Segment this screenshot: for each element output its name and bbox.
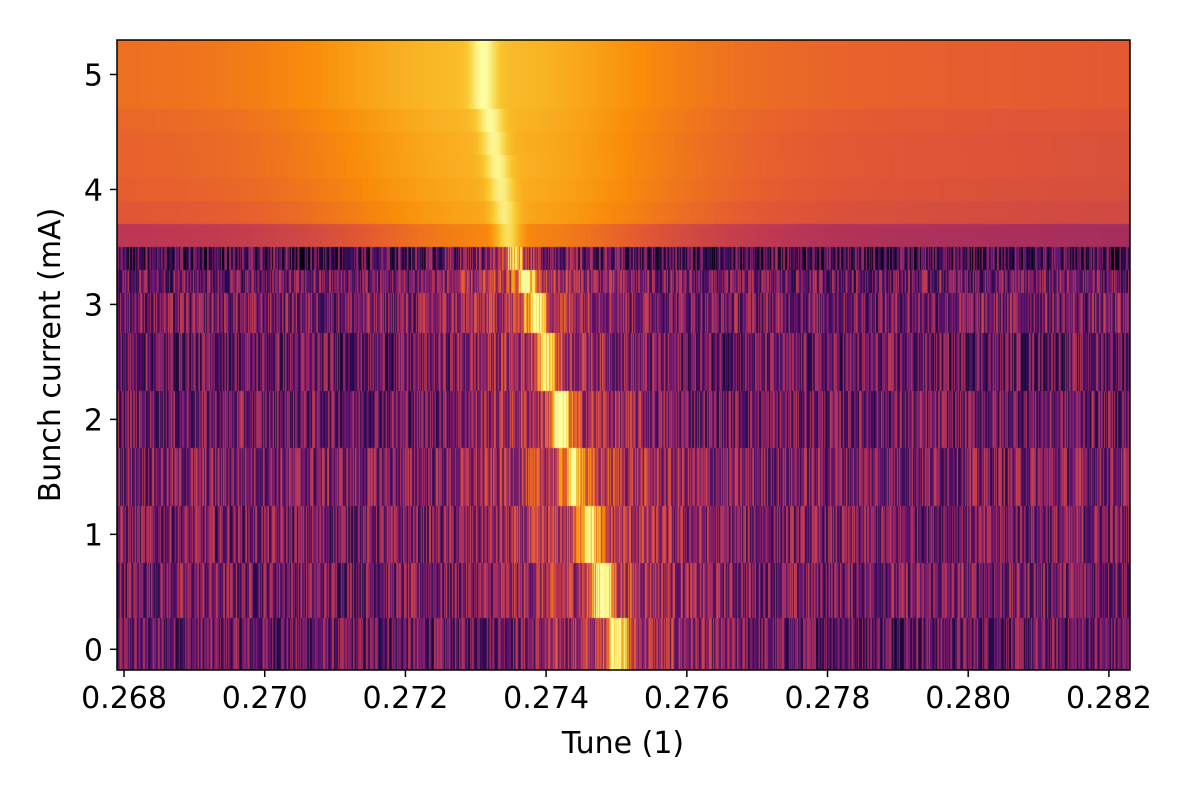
x-axis-label: Tune (1) [561,726,684,761]
y-tick-label: 5 [84,58,103,93]
x-tick-label: 0.272 [362,681,448,716]
x-tick-label: 0.268 [81,681,167,716]
x-tick-label: 0.280 [925,681,1011,716]
x-tick-label: 0.270 [222,681,308,716]
y-tick-label: 3 [84,288,103,323]
x-axis: 0.268 0.270 0.272 0.274 0.276 0.278 0.280 0.282 [81,670,1152,716]
plot-frame [116,39,1131,671]
x-tick-label: 0.282 [1066,681,1152,716]
y-tick-label: 0 [84,633,103,668]
plot-area [116,39,1131,671]
y-tick-label: 2 [84,403,103,438]
heatmap-image [117,40,1130,670]
y-axis-label: Bunch current (mA) [33,208,68,503]
y-tick-label: 4 [84,173,103,208]
y-tick-label: 1 [84,518,103,553]
x-tick-label: 0.276 [644,681,730,716]
y-axis: 0 1 2 3 4 5 [84,58,117,668]
x-tick-label: 0.278 [785,681,871,716]
x-tick-label: 0.274 [503,681,589,716]
